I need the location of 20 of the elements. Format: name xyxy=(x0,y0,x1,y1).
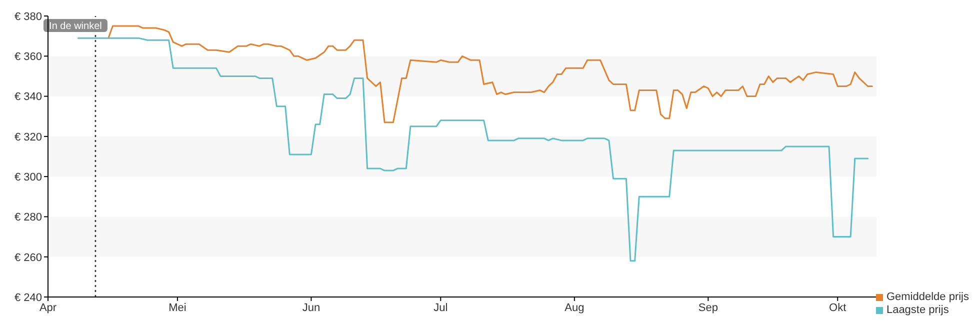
y-tick-label: € 360 xyxy=(14,51,42,64)
legend-label: Laagste prijs xyxy=(886,304,949,317)
x-tick-label: Jul xyxy=(434,302,448,314)
y-tick-label: € 340 xyxy=(14,91,42,104)
x-tick-label: Aug xyxy=(564,302,584,314)
y-tick-label: € 380 xyxy=(14,10,42,23)
x-tick-label: Okt xyxy=(829,302,846,314)
y-tick-label: € 280 xyxy=(14,212,42,224)
legend-label: Gemiddelde prijs xyxy=(886,291,969,304)
y-tick-label: € 260 xyxy=(14,252,42,264)
line-series xyxy=(108,25,873,124)
x-tick-label: Sep xyxy=(698,302,718,314)
x-tick-label: Mei xyxy=(168,302,186,314)
y-tick-label: € 320 xyxy=(14,131,42,144)
y-tick-label: € 240 xyxy=(14,292,42,304)
line-series xyxy=(77,37,869,262)
ref-line-label: In de winkel xyxy=(49,21,102,32)
y-tick-label: € 300 xyxy=(14,171,42,184)
x-tick-label: Apr xyxy=(39,302,57,314)
x-tick-label: Jun xyxy=(302,302,320,314)
